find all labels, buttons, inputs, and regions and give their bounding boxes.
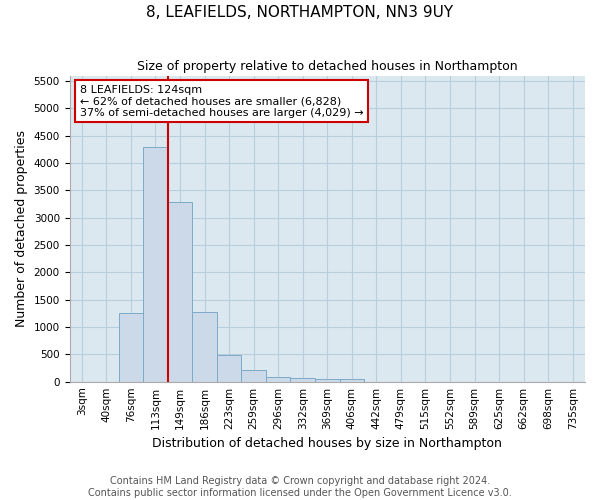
Bar xyxy=(217,355,241,382)
Y-axis label: Number of detached properties: Number of detached properties xyxy=(15,130,28,327)
Bar xyxy=(119,314,143,382)
Bar xyxy=(290,378,315,382)
Bar xyxy=(143,146,168,382)
Bar xyxy=(340,378,364,382)
Bar xyxy=(192,312,217,382)
Title: Size of property relative to detached houses in Northampton: Size of property relative to detached ho… xyxy=(137,60,518,73)
Bar xyxy=(168,202,192,382)
Text: Contains HM Land Registry data © Crown copyright and database right 2024.
Contai: Contains HM Land Registry data © Crown c… xyxy=(88,476,512,498)
Bar xyxy=(266,377,290,382)
Text: 8 LEAFIELDS: 124sqm
← 62% of detached houses are smaller (6,828)
37% of semi-det: 8 LEAFIELDS: 124sqm ← 62% of detached ho… xyxy=(80,84,364,118)
X-axis label: Distribution of detached houses by size in Northampton: Distribution of detached houses by size … xyxy=(152,437,502,450)
Text: 8, LEAFIELDS, NORTHAMPTON, NN3 9UY: 8, LEAFIELDS, NORTHAMPTON, NN3 9UY xyxy=(146,5,454,20)
Bar xyxy=(241,370,266,382)
Bar xyxy=(315,380,340,382)
